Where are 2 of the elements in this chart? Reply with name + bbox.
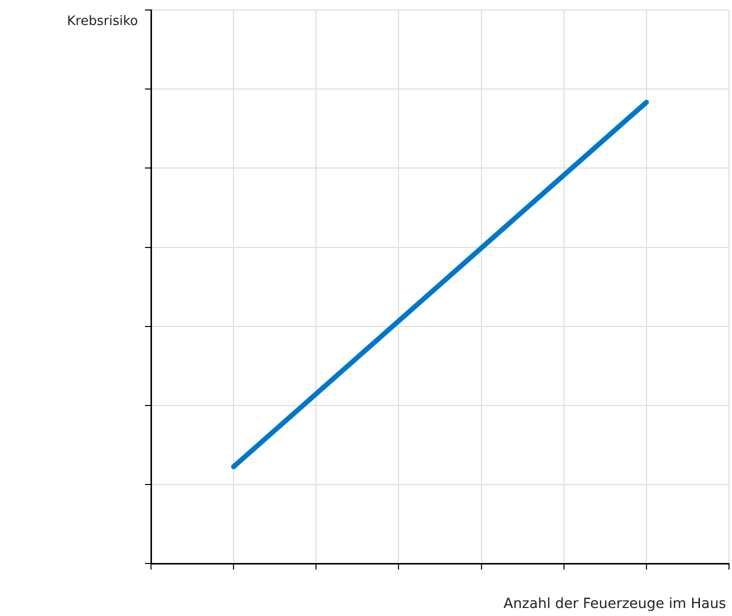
- x-axis-title: Anzahl der Feuerzeuge im Haus: [504, 596, 726, 612]
- text: Krebsrisiko: [67, 14, 138, 29]
